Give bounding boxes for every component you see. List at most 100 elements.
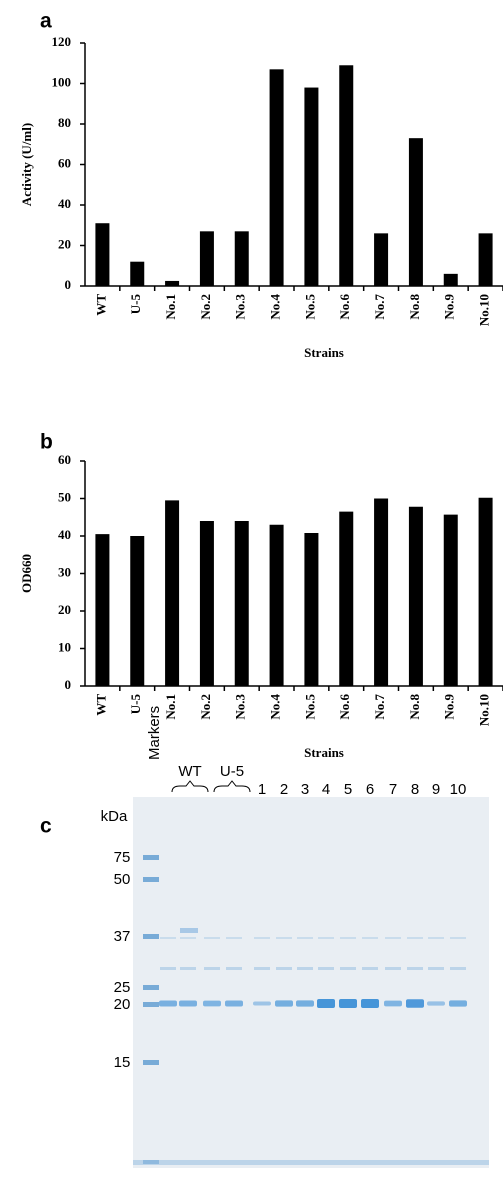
x-tick-label: No.7 [372, 694, 387, 720]
bar [95, 534, 109, 686]
bar [339, 65, 353, 286]
gel-band [450, 967, 466, 970]
bar [479, 233, 493, 286]
gel-band [276, 967, 292, 970]
panel-label: c [40, 815, 52, 838]
gel-band [180, 937, 196, 939]
x-tick-label: No.5 [302, 294, 317, 320]
gel-band [318, 937, 334, 939]
bar [200, 521, 214, 686]
x-tick-label: No.3 [233, 294, 248, 320]
x-tick-label: No.3 [233, 694, 248, 720]
bar [304, 533, 318, 686]
x-axis-title: Strains [304, 745, 344, 760]
marker-band [143, 985, 159, 990]
gel-band [449, 1000, 467, 1006]
bar [409, 138, 423, 286]
y-tick-label: 80 [58, 115, 71, 130]
gel-band [204, 937, 220, 939]
gel-band [275, 1000, 293, 1006]
gel-band [254, 937, 270, 939]
bar [95, 223, 109, 286]
bar [374, 233, 388, 286]
bar [200, 231, 214, 286]
bar [444, 515, 458, 686]
bar [270, 69, 284, 286]
y-tick-label: 40 [58, 527, 71, 542]
gel-band [296, 1000, 314, 1006]
bar [444, 274, 458, 286]
panel-label: b [40, 431, 53, 454]
gel-band [340, 937, 356, 939]
x-tick-label: No.1 [163, 694, 178, 720]
x-tick-label: No.4 [268, 294, 283, 320]
gel-band [317, 999, 335, 1008]
gel-band [362, 967, 378, 970]
x-tick-label: No.10 [477, 694, 492, 726]
x-tick-label: No.6 [337, 294, 352, 320]
gel-band [226, 967, 242, 970]
marker-size-label: 25 [114, 979, 131, 996]
gel-band [160, 937, 176, 939]
marker-band [143, 877, 159, 882]
bar [235, 521, 249, 686]
gel-band [133, 1160, 489, 1165]
x-axis-title: Strains [304, 345, 344, 360]
y-tick-label: 0 [65, 277, 72, 292]
gel-band [384, 1001, 402, 1007]
y-tick-label: 100 [52, 74, 72, 89]
x-tick-label: WT [93, 294, 108, 316]
x-tick-label: No.7 [372, 294, 387, 320]
gel-band [361, 999, 379, 1008]
bar [479, 498, 493, 686]
y-tick-label: 0 [65, 677, 72, 692]
gel-band [159, 1001, 177, 1007]
x-tick-label: No.2 [198, 294, 213, 320]
group-label: WT [178, 763, 201, 780]
gel-band [297, 967, 313, 970]
gel-band [180, 928, 198, 933]
figure: c Markers WT U-5 kDa a020406080100120Act… [0, 0, 503, 1180]
x-tick-label: No.4 [268, 694, 283, 720]
lane-label: 7 [389, 781, 397, 798]
x-tick-label: No.10 [477, 294, 492, 326]
lane-label: 5 [344, 781, 352, 798]
marker-size-label: 75 [114, 849, 131, 866]
marker-band [143, 1060, 159, 1065]
marker-label: Markers [146, 706, 163, 760]
marker-band [143, 1002, 159, 1007]
lane-label: 4 [322, 781, 330, 798]
x-tick-label: No.9 [442, 294, 457, 320]
lane-label: 3 [301, 781, 309, 798]
y-tick-label: 50 [58, 489, 71, 504]
panel-label: a [40, 10, 52, 33]
y-axis-title: OD660 [19, 554, 34, 593]
gel-band [428, 967, 444, 970]
gel-band [406, 999, 424, 1007]
gel-band [180, 967, 196, 970]
gel-band [385, 967, 401, 970]
gel-band [385, 937, 401, 939]
lane-label: 8 [411, 781, 419, 798]
gel-band [204, 967, 220, 970]
y-axis-title: Activity (U/ml) [19, 123, 34, 206]
marker-size-label: 50 [114, 871, 131, 888]
lane-label: 2 [280, 781, 288, 798]
gel-band [340, 967, 356, 970]
gel-band [318, 967, 334, 970]
gel-band [297, 937, 313, 939]
x-tick-label: No.8 [407, 694, 422, 720]
x-tick-label: No.8 [407, 294, 422, 320]
group-label: U-5 [220, 763, 244, 780]
gel-band [450, 937, 466, 939]
gel-band [203, 1001, 221, 1007]
gel-band [276, 937, 292, 939]
unit-label: kDa [101, 808, 128, 825]
y-tick-label: 40 [58, 196, 71, 211]
bar [270, 525, 284, 686]
gel-band [160, 967, 176, 970]
gel-image [133, 797, 489, 1168]
bar [304, 88, 318, 286]
x-tick-label: No.2 [198, 694, 213, 720]
x-tick-label: No.5 [302, 694, 317, 720]
